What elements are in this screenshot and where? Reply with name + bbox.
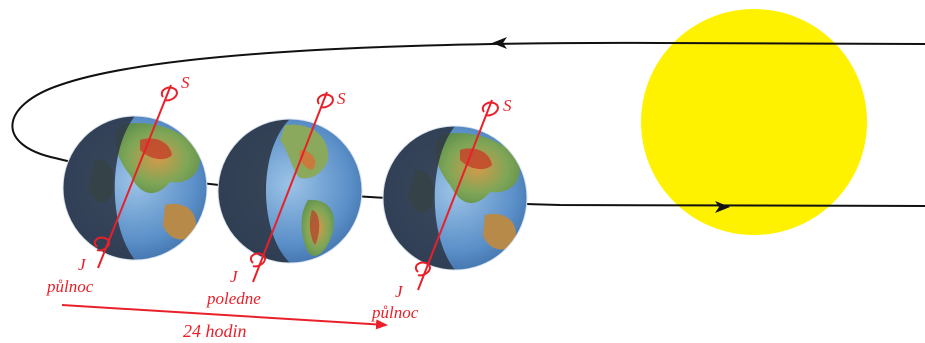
earth-noon — [217, 118, 363, 264]
south-label-1: J — [78, 255, 87, 274]
south-label-3: J — [395, 282, 404, 301]
midnight-label-2: půlnoc — [371, 303, 419, 322]
earth-midnight-right — [382, 125, 528, 271]
axis-earth-3 — [414, 99, 499, 291]
north-label-3: S — [503, 96, 512, 115]
orbit-arrow-top — [492, 37, 507, 49]
duration-arrow — [61, 304, 388, 330]
midnight-label-1: půlnoc — [46, 277, 94, 296]
orbit-arrow-bottom — [715, 201, 730, 213]
south-label-2: J — [230, 267, 239, 286]
north-label-1: S — [181, 73, 190, 92]
axis-earth-2 — [249, 91, 334, 283]
earth-midnight-left — [62, 115, 208, 261]
duration-label: 24 hodin — [183, 321, 247, 341]
axis-earth-1 — [93, 84, 178, 269]
north-label-2: S — [337, 89, 346, 108]
noon-label: poledne — [206, 289, 261, 308]
sun — [641, 9, 867, 235]
